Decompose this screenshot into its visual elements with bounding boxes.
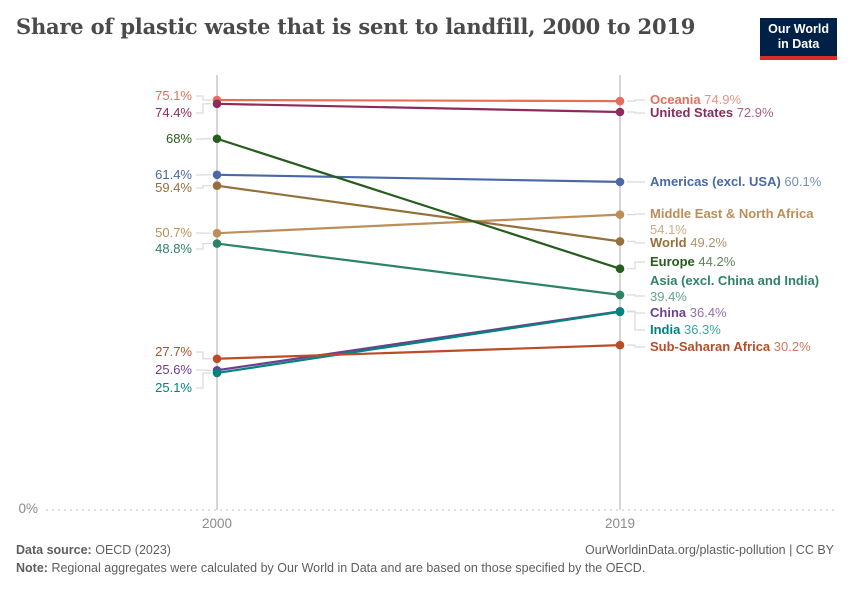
connector-end-sub-saharan-africa: [627, 344, 645, 348]
end-value-label-asia-excl-china-and-india: 39.4%: [650, 288, 687, 304]
series-dot-middle-east-north-africa-2000[interactable]: [212, 228, 222, 238]
series-dot-americas-excl-usa-2019[interactable]: [615, 177, 625, 187]
series-dot-asia-excl-china-and-india-2019[interactable]: [615, 290, 625, 300]
data-source-value: OECD (2023): [95, 543, 171, 557]
end-value-label-europe: 44.2%: [698, 254, 736, 269]
start-value-label-china: 25.6%: [155, 362, 192, 377]
end-value-label-middle-east-north-africa: 54.1%: [650, 221, 687, 237]
series-dot-middle-east-north-africa-2019[interactable]: [615, 210, 625, 219]
series-label-middle-east-north-africa[interactable]: Middle East & North Africa 54.1%: [650, 206, 813, 237]
connector-end-europe: [627, 261, 645, 270]
chart-note: Note: Regional aggregates were calculate…: [16, 561, 834, 575]
chart-note-value: Regional aggregates were calculated by O…: [51, 561, 646, 575]
owid-license-link[interactable]: OurWorldinData.org/plastic-pollution | C…: [585, 543, 834, 557]
end-value-label-united-states: 72.9%: [736, 105, 774, 120]
chart-note-label: Note:: [16, 561, 48, 575]
connector-end-united-states: [627, 111, 645, 114]
start-value-label-middle-east-north-africa: 50.7%: [155, 225, 192, 240]
series-dot-sub-saharan-africa-2019[interactable]: [615, 340, 625, 350]
connector-end-asia-excl-china-and-india: [627, 294, 645, 297]
connector-start-world: [196, 185, 211, 189]
connector-end-middle-east-north-africa: [627, 213, 645, 216]
series-line-world[interactable]: [215, 184, 622, 243]
connector-start-india: [196, 372, 211, 389]
series-name-oceania: Oceania: [650, 92, 701, 107]
series-line-sub-saharan-africa[interactable]: [215, 344, 622, 360]
series-name-europe: Europe: [650, 254, 695, 269]
series-dot-world-2019[interactable]: [615, 237, 625, 246]
series-name-sub-saharan-africa: Sub-Saharan Africa: [650, 339, 771, 354]
end-value-label-americas-excl-usa: 60.1%: [784, 174, 822, 189]
owid-logo-line2: in Data: [777, 36, 820, 51]
end-value-label-china: 36.4%: [689, 305, 727, 320]
end-value-label-india: 36.3%: [683, 322, 721, 337]
series-dot-india-2000[interactable]: [212, 368, 222, 378]
end-value-label-world: 49.2%: [690, 235, 728, 250]
connector-start-oceania: [196, 95, 211, 101]
start-value-label-asia-excl-china-and-india: 48.8%: [155, 241, 192, 256]
series-label-europe[interactable]: Europe 44.2%: [650, 254, 735, 270]
x-tick-2000: 2000: [201, 516, 233, 531]
series-name-india: India: [650, 322, 681, 337]
owid-logo[interactable]: Our World in Data: [760, 18, 837, 60]
series-line-oceania[interactable]: [215, 98, 622, 103]
start-value-label-oceania: 75.1%: [155, 88, 192, 103]
end-value-label-sub-saharan-africa: 30.2%: [773, 339, 811, 354]
series-name-china: China: [650, 305, 687, 320]
connector-start-united-states: [196, 103, 211, 114]
series-label-india[interactable]: India 36.3%: [650, 322, 721, 338]
data-source-label: Data source:: [16, 543, 92, 557]
series-label-oceania[interactable]: Oceania 74.9%: [650, 92, 741, 108]
series-line-middle-east-north-africa[interactable]: [215, 213, 622, 235]
series-name-asia-excl-china-and-india: Asia (excl. China and India): [650, 273, 820, 288]
series-label-united-states[interactable]: United States 72.9%: [650, 105, 774, 121]
start-value-label-europe: 68%: [165, 131, 192, 146]
series-name-middle-east-north-africa: Middle East & North Africa: [650, 206, 814, 221]
series-line-united-states[interactable]: [215, 102, 622, 114]
series-label-world[interactable]: World 49.2%: [650, 235, 727, 251]
series-dot-europe-2019[interactable]: [615, 264, 625, 273]
start-value-label-sub-saharan-africa: 27.7%: [155, 344, 192, 359]
series-dot-world-2000[interactable]: [212, 181, 222, 191]
series-dot-india-2019[interactable]: [615, 307, 625, 317]
connector-start-sub-saharan-africa: [196, 351, 211, 360]
start-value-label-india: 25.1%: [155, 380, 192, 395]
series-line-asia-excl-china-and-india[interactable]: [215, 242, 622, 296]
series-dot-united-states-2019[interactable]: [615, 107, 625, 117]
start-value-label-americas-excl-usa: 61.4%: [155, 167, 192, 182]
owid-logo-line1: Our World: [768, 22, 829, 36]
series-dot-oceania-2019[interactable]: [615, 96, 625, 106]
connector-start-asia-excl-china-and-india: [196, 242, 211, 250]
chart-title: Share of plastic waste that is sent to l…: [16, 14, 696, 39]
y-axis-zero-label: 0%: [18, 501, 38, 516]
series-line-india[interactable]: [215, 310, 622, 375]
x-tick-2019: 2019: [604, 516, 636, 531]
data-source: Data source: OECD (2023): [16, 543, 171, 557]
series-dot-americas-excl-usa-2000[interactable]: [212, 170, 222, 180]
series-name-united-states: United States: [650, 105, 734, 120]
series-label-asia-excl-china-and-india[interactable]: Asia (excl. China and India) 39.4%: [650, 273, 819, 304]
series-label-china[interactable]: China 36.4%: [650, 305, 727, 321]
chart-footer: Data source: OECD (2023) OurWorldinData.…: [16, 543, 834, 575]
series-dot-europe-2000[interactable]: [212, 134, 222, 144]
series-line-europe[interactable]: [215, 137, 622, 270]
connector-end-india: [627, 311, 645, 331]
series-dot-united-states-2000[interactable]: [212, 99, 222, 109]
series-line-americas-excl-usa[interactable]: [215, 173, 622, 183]
series-name-americas-excl-usa: Americas (excl. USA): [650, 174, 781, 189]
end-value-label-oceania: 74.9%: [704, 92, 742, 107]
series-dot-asia-excl-china-and-india-2000[interactable]: [212, 239, 222, 248]
connector-end-world: [627, 240, 645, 244]
start-value-label-world: 59.4%: [155, 180, 192, 195]
series-dot-sub-saharan-africa-2000[interactable]: [212, 354, 222, 364]
series-label-sub-saharan-africa[interactable]: Sub-Saharan Africa 30.2%: [650, 339, 811, 355]
start-value-label-united-states: 74.4%: [155, 105, 192, 120]
series-name-world: World: [650, 235, 687, 250]
series-label-americas-excl-usa[interactable]: Americas (excl. USA) 60.1%: [650, 174, 821, 190]
connector-end-oceania: [627, 99, 645, 102]
